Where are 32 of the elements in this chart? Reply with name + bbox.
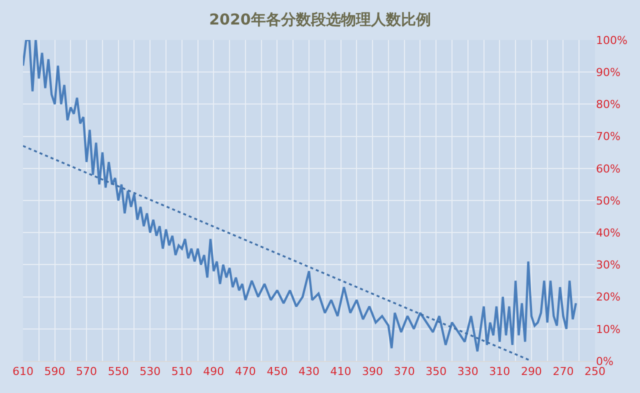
y-tick-label: 20% [596, 290, 620, 304]
y-tick-label: 90% [596, 66, 620, 79]
y-tick-label: 80% [596, 98, 620, 112]
y-tick-label: 10% [596, 322, 620, 336]
x-tick-label: 290 [520, 365, 542, 378]
x-tick-label: 350 [426, 365, 447, 378]
chart-title: 2020年各分数段选物理人数比例 [209, 10, 431, 28]
y-tick-label: 70% [596, 130, 620, 144]
x-tick-label: 270 [552, 365, 574, 378]
x-tick-label: 510 [171, 365, 192, 378]
x-tick-label: 370 [394, 365, 415, 378]
x-tick-label: 430 [298, 365, 320, 378]
y-tick-label: 50% [596, 194, 620, 208]
x-tick-label: 410 [330, 365, 352, 378]
y-tick-label: 0% [596, 354, 614, 368]
x-tick-label: 470 [234, 365, 256, 378]
y-tick-label: 30% [596, 258, 620, 272]
x-tick-label: 250 [584, 365, 606, 378]
x-tick-label: 490 [203, 365, 224, 378]
x-tick-label: 390 [362, 365, 384, 378]
x-tick-label: 610 [12, 365, 34, 378]
x-tick-label: 590 [44, 365, 66, 378]
x-tick-label: 450 [266, 365, 288, 378]
line-series [23, 40, 578, 352]
y-tick-label: 40% [596, 226, 620, 240]
x-tick-label: 310 [489, 365, 510, 378]
x-tick-label: 530 [140, 365, 161, 378]
x-tick-label: 550 [108, 365, 129, 378]
x-tick-label: 570 [76, 365, 98, 378]
x-tick-label: 330 [457, 365, 478, 378]
y-tick-label: 100% [596, 34, 628, 47]
y-tick-label: 60% [596, 162, 620, 176]
